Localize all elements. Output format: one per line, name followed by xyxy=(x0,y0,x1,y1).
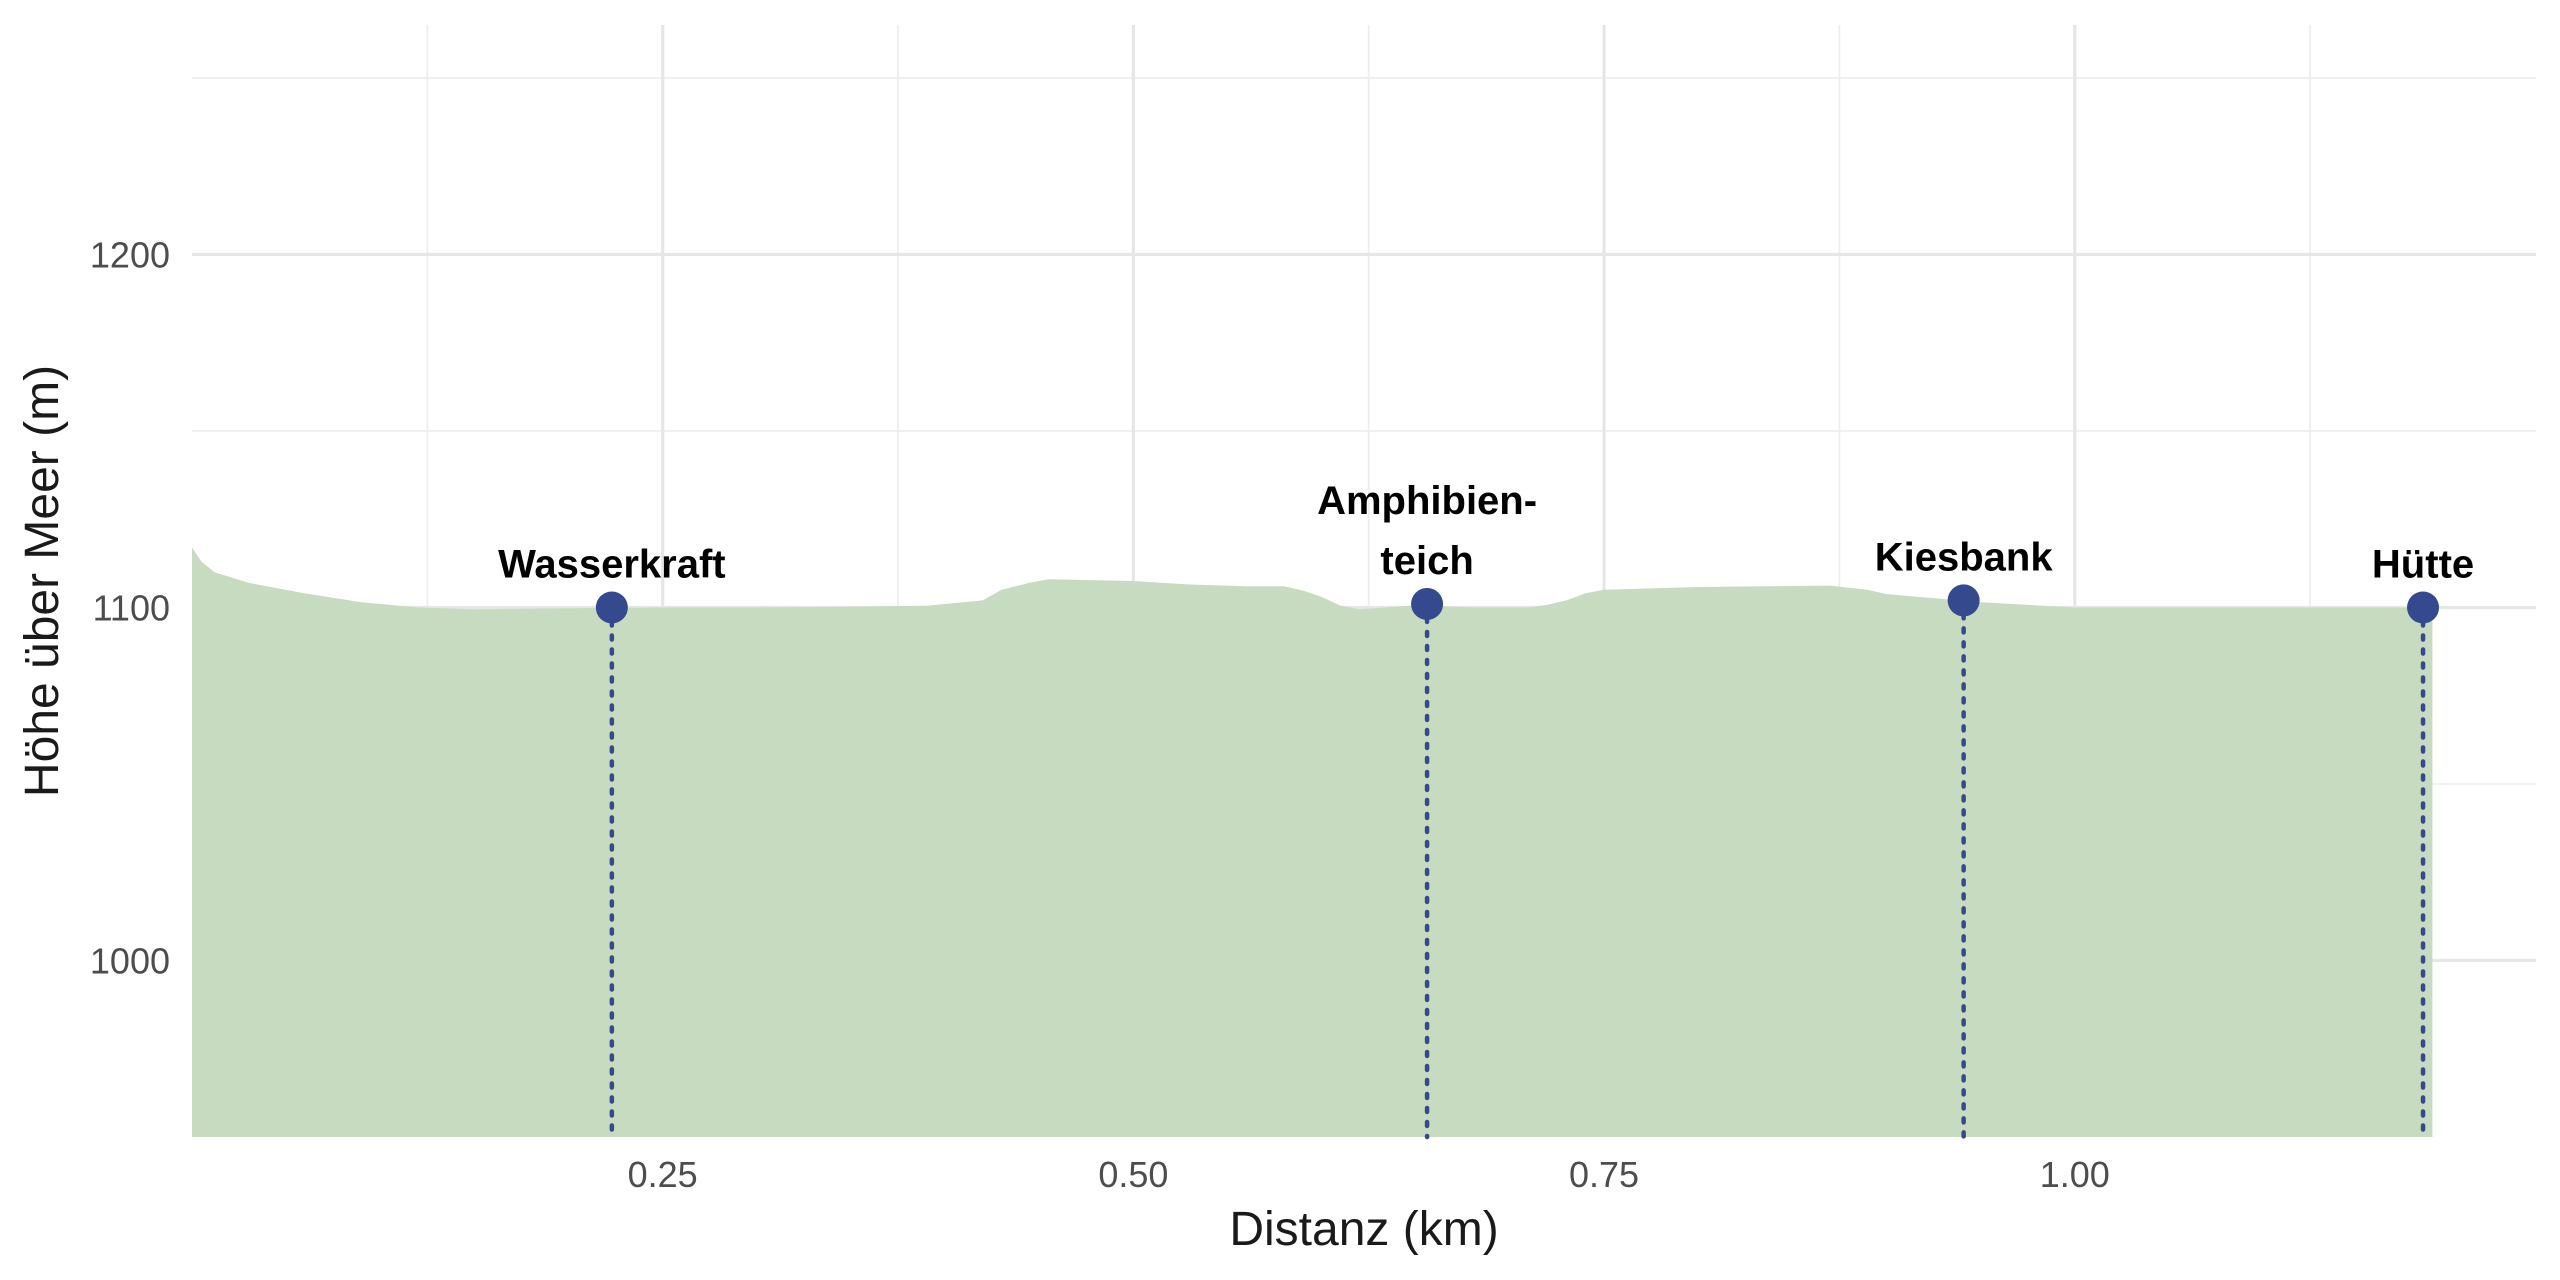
y-tick-label: 1000 xyxy=(90,940,170,981)
x-tick-label: 0.50 xyxy=(1098,1154,1168,1195)
x-axis-title: Distanz (km) xyxy=(1229,1203,1498,1256)
y-tick-label: 1200 xyxy=(90,234,170,275)
poi-label: Wasserkraft xyxy=(498,542,726,586)
axes: Distanz (km) Höhe über Meer (m) 0.25 0.50… xyxy=(16,234,2110,1256)
poi-marker xyxy=(1411,587,1444,620)
y-axis-title: Höhe über Meer (m) xyxy=(16,365,69,797)
poi-marker xyxy=(2407,591,2440,624)
poi-label: Kiesbank xyxy=(1875,535,2054,579)
poi-label: Amphibien- xyxy=(1317,479,1537,523)
poi-label: teich xyxy=(1380,539,1473,583)
y-tick-label: 1100 xyxy=(93,587,170,628)
poi-marker xyxy=(1947,584,1980,617)
elevation-area xyxy=(192,547,2433,1137)
elevation-area-layer xyxy=(192,547,2433,1137)
x-tick-label: 0.75 xyxy=(1569,1154,1639,1195)
poi-layer: Wasserkraft Amphibien-teich Kiesbank Hütte xyxy=(498,479,2474,1140)
x-tick-label: 0.25 xyxy=(628,1154,698,1195)
poi-label: Hütte xyxy=(2372,542,2474,586)
poi-marker xyxy=(595,591,628,624)
x-tick-label: 1.00 xyxy=(2040,1154,2110,1195)
